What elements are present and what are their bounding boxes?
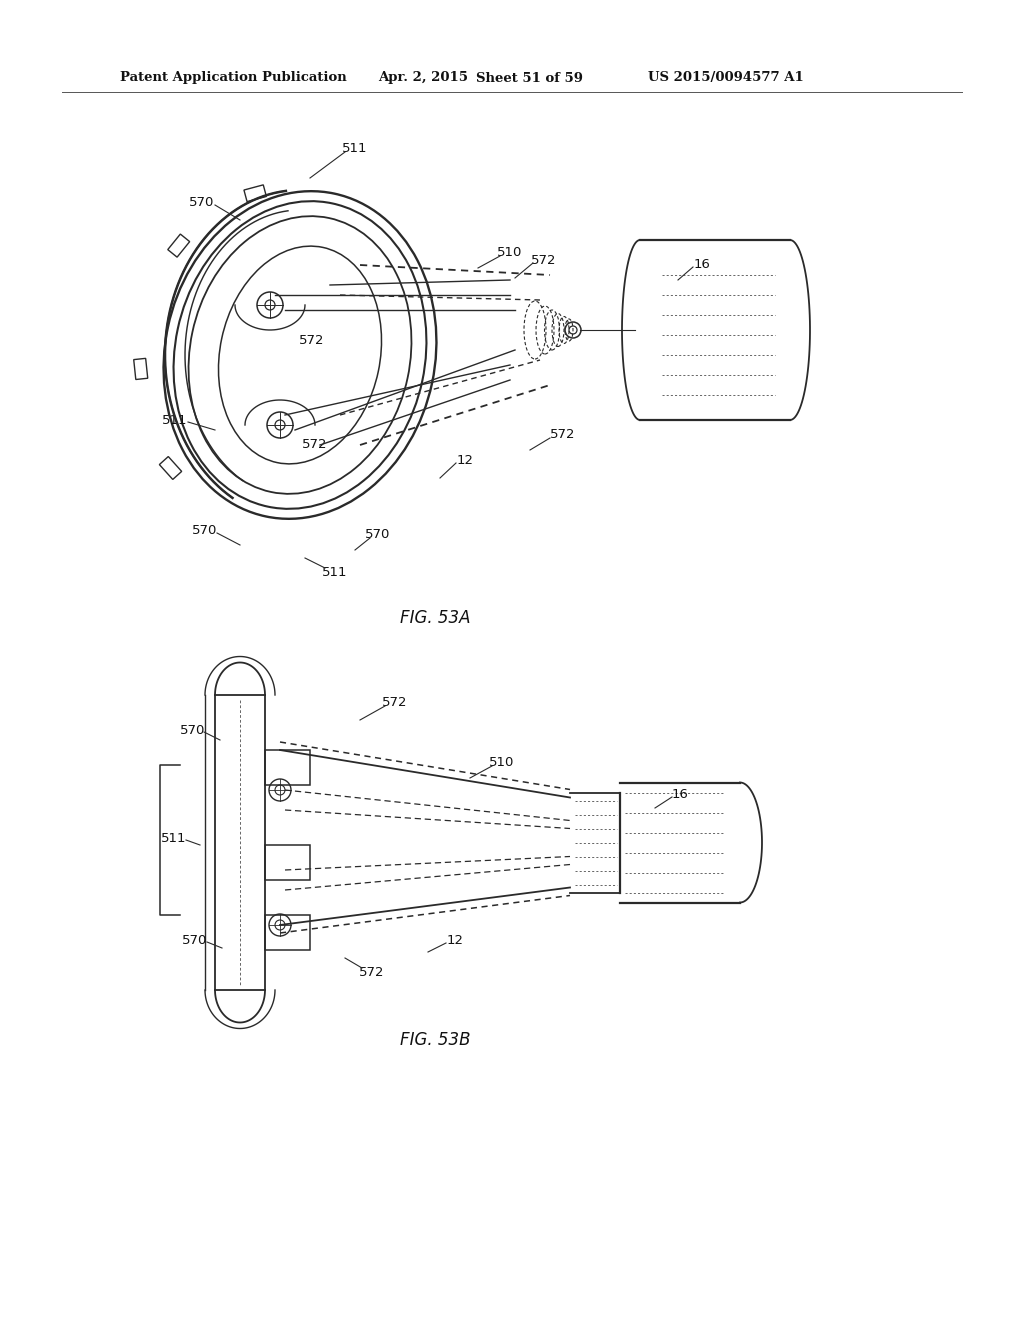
Bar — [265, 915, 310, 950]
Text: 511: 511 — [161, 832, 186, 845]
Text: 511: 511 — [342, 141, 368, 154]
Text: Patent Application Publication: Patent Application Publication — [120, 71, 347, 84]
Bar — [265, 845, 310, 880]
Text: 510: 510 — [489, 756, 515, 770]
Text: 570: 570 — [366, 528, 391, 541]
Text: 16: 16 — [672, 788, 688, 801]
Text: 572: 572 — [299, 334, 325, 346]
Text: Sheet 51 of 59: Sheet 51 of 59 — [476, 71, 583, 84]
Text: 572: 572 — [359, 965, 385, 978]
Text: 511: 511 — [323, 565, 348, 578]
Bar — [168, 234, 189, 257]
Text: FIG. 53B: FIG. 53B — [399, 1031, 470, 1049]
Text: 572: 572 — [531, 253, 557, 267]
Bar — [244, 185, 266, 202]
Text: 572: 572 — [302, 438, 328, 451]
Text: 511: 511 — [162, 413, 187, 426]
Text: 570: 570 — [189, 195, 215, 209]
Bar — [160, 457, 181, 479]
Text: 570: 570 — [193, 524, 218, 536]
Text: 572: 572 — [382, 697, 408, 710]
Text: US 2015/0094577 A1: US 2015/0094577 A1 — [648, 71, 804, 84]
Text: 12: 12 — [446, 933, 464, 946]
Text: FIG. 53A: FIG. 53A — [399, 609, 470, 627]
Text: 570: 570 — [182, 933, 208, 946]
Bar — [134, 358, 147, 380]
Text: 16: 16 — [693, 257, 711, 271]
Text: Apr. 2, 2015: Apr. 2, 2015 — [378, 71, 468, 84]
Text: 12: 12 — [457, 454, 473, 466]
Text: 510: 510 — [498, 247, 522, 260]
Bar — [265, 750, 310, 785]
Text: 572: 572 — [550, 429, 575, 441]
Text: 570: 570 — [180, 723, 206, 737]
